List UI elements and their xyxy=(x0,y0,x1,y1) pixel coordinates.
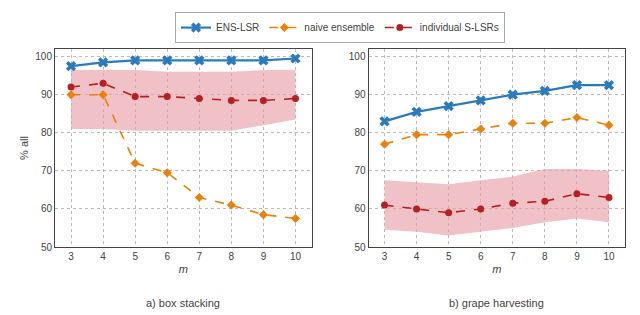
svg-text:b) grape harvesting: b) grape harvesting xyxy=(449,297,544,309)
svg-text:100: 100 xyxy=(35,51,52,62)
svg-text:90: 90 xyxy=(41,89,53,100)
svg-text:100: 100 xyxy=(349,51,366,62)
svg-text:80: 80 xyxy=(41,127,53,138)
svg-text:50: 50 xyxy=(354,242,366,253)
svg-text:60: 60 xyxy=(41,203,53,214)
svg-text:10: 10 xyxy=(603,251,615,262)
svg-text:7: 7 xyxy=(510,251,516,262)
svg-text:individual S-LSRs: individual S-LSRs xyxy=(420,22,499,33)
svg-text:8: 8 xyxy=(542,251,548,262)
svg-text:m: m xyxy=(179,263,188,275)
svg-text:6: 6 xyxy=(164,251,170,262)
svg-text:4: 4 xyxy=(100,251,106,262)
svg-text:10: 10 xyxy=(290,251,302,262)
svg-text:3: 3 xyxy=(68,251,74,262)
svg-text:5: 5 xyxy=(132,251,138,262)
svg-text:8: 8 xyxy=(229,251,235,262)
svg-text:3: 3 xyxy=(382,251,388,262)
svg-text:m: m xyxy=(492,263,501,275)
svg-text:7: 7 xyxy=(196,251,202,262)
svg-text:naive ensemble: naive ensemble xyxy=(304,22,374,33)
svg-text:5: 5 xyxy=(446,251,452,262)
svg-text:60: 60 xyxy=(354,203,366,214)
svg-text:% all: % all xyxy=(18,136,30,160)
svg-text:70: 70 xyxy=(41,165,53,176)
svg-text:6: 6 xyxy=(478,251,484,262)
svg-text:9: 9 xyxy=(574,251,580,262)
svg-text:4: 4 xyxy=(414,251,420,262)
svg-text:90: 90 xyxy=(354,89,366,100)
svg-text:80: 80 xyxy=(354,127,366,138)
svg-text:ENS-LSR: ENS-LSR xyxy=(216,22,259,33)
svg-text:50: 50 xyxy=(41,242,53,253)
svg-text:70: 70 xyxy=(354,165,366,176)
svg-text:9: 9 xyxy=(261,251,267,262)
svg-text:a) box stacking: a) box stacking xyxy=(146,297,220,309)
